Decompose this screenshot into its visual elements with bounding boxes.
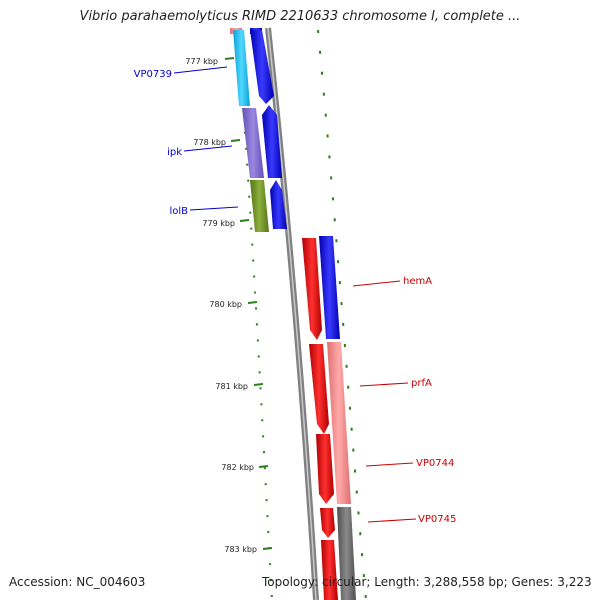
gene-leader-ipk <box>183 145 233 152</box>
gene-label-lolB[interactable]: lolB <box>169 206 188 217</box>
backbone-highlight <box>267 27 317 600</box>
cds-feature-prfA <box>309 344 329 434</box>
cds-feature-hemA <box>302 238 322 340</box>
cds-feature-next <box>321 540 338 600</box>
tick-label: 778 kbp <box>193 138 226 147</box>
gene-label-prfA[interactable]: prfA <box>411 378 432 389</box>
tick-label: 779 kbp <box>202 219 235 228</box>
gene-label-vp0744[interactable]: VP0744 <box>416 458 454 469</box>
tick-mark-778 <box>230 139 241 142</box>
cog-feature-cyan <box>233 30 250 106</box>
cog-feature-pink <box>327 342 351 504</box>
cds-feature-ipk <box>262 105 282 178</box>
gene-leader-vp0739 <box>173 66 228 74</box>
cog-feature-purple <box>242 108 264 178</box>
cog-feature-blue <box>319 236 340 339</box>
cds-feature-vp0744 <box>316 434 334 504</box>
accession-label: Accession: NC_004603 <box>9 575 146 589</box>
tick-label: 783 kbp <box>224 545 257 554</box>
cog-feature-olive <box>250 180 269 232</box>
tick-mark-780 <box>247 301 258 304</box>
gene-leader-vp0745 <box>367 518 417 523</box>
gene-leader-lolB <box>189 206 239 211</box>
tick-label: 780 kbp <box>209 300 242 309</box>
tick-mark-783 <box>262 547 273 550</box>
cds-feature-vp0745 <box>320 508 335 538</box>
gene-label-vp0739[interactable]: VP0739 <box>134 69 172 80</box>
tick-mark-781 <box>253 383 264 386</box>
tick-mark-777 <box>224 57 235 60</box>
cog-feature-gray <box>337 507 356 600</box>
tick-mark-779 <box>239 219 250 222</box>
gene-label-ipk[interactable]: ipk <box>167 147 182 158</box>
gene-label-vp0745[interactable]: VP0745 <box>418 514 456 525</box>
gene-label-hemA[interactable]: hemA <box>403 276 432 287</box>
topology-label: Topology: circular; Length: 3,288,558 bp… <box>262 575 592 589</box>
gene-leader-prfA <box>359 382 409 387</box>
tick-label: 777 kbp <box>185 57 218 66</box>
cds-feature-lolB <box>270 180 287 229</box>
map-title: Vibrio parahaemolyticus RIMD 2210633 chr… <box>79 9 521 24</box>
gene-leader-hemA <box>352 280 401 287</box>
cds-feature-vp0739 <box>250 30 274 104</box>
tick-label: 781 kbp <box>215 382 248 391</box>
gene-leader-vp0744 <box>365 462 414 467</box>
tick-mark-782 <box>258 465 269 468</box>
tick-label: 782 kbp <box>221 463 254 472</box>
